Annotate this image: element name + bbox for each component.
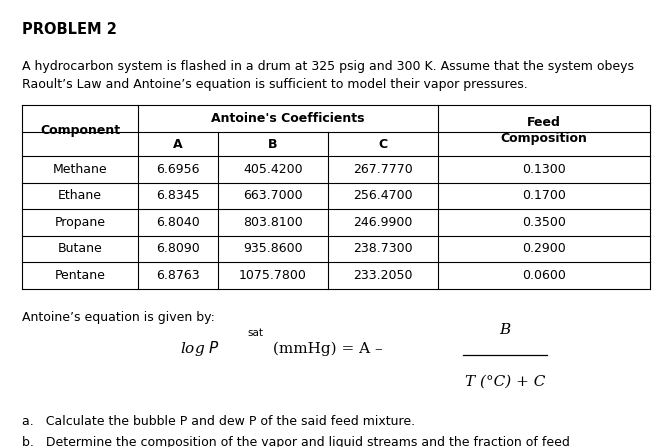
Text: 405.4200: 405.4200	[243, 163, 303, 176]
Text: 6.8345: 6.8345	[156, 189, 200, 202]
Text: 0.1700: 0.1700	[522, 189, 566, 202]
Text: Antoine's Coefficients: Antoine's Coefficients	[211, 112, 365, 125]
Text: Propane: Propane	[54, 216, 105, 229]
Text: 935.8600: 935.8600	[243, 242, 303, 255]
Text: 663.7000: 663.7000	[243, 189, 303, 202]
Text: B: B	[268, 138, 278, 151]
Text: 246.9900: 246.9900	[354, 216, 413, 229]
Text: Feed
Composition: Feed Composition	[501, 116, 587, 145]
Text: Methane: Methane	[53, 163, 107, 176]
Text: a.   Calculate the bubble P and dew P of the said feed mixture.: a. Calculate the bubble P and dew P of t…	[22, 414, 415, 427]
Text: 6.8040: 6.8040	[156, 216, 200, 229]
Text: 233.2050: 233.2050	[353, 269, 413, 282]
Text: 6.6956: 6.6956	[156, 163, 200, 176]
Text: 803.8100: 803.8100	[243, 216, 303, 229]
Text: A: A	[173, 138, 183, 151]
Text: B: B	[499, 322, 511, 337]
Text: 0.0600: 0.0600	[522, 269, 566, 282]
Text: Ethane: Ethane	[58, 189, 102, 202]
Text: 1075.7800: 1075.7800	[239, 269, 307, 282]
Text: log $P$: log $P$	[180, 338, 220, 358]
Text: 6.8763: 6.8763	[156, 269, 200, 282]
Text: Raoult’s Law and Antoine’s equation is sufficient to model their vapor pressures: Raoult’s Law and Antoine’s equation is s…	[22, 78, 528, 91]
Text: C: C	[378, 138, 388, 151]
Text: A hydrocarbon system is flashed in a drum at 325 psig and 300 K. Assume that the: A hydrocarbon system is flashed in a dru…	[22, 60, 634, 73]
Text: Antoine’s equation is given by:: Antoine’s equation is given by:	[22, 311, 215, 324]
Text: 0.3500: 0.3500	[522, 216, 566, 229]
Text: 0.1300: 0.1300	[522, 163, 566, 176]
Text: 6.8090: 6.8090	[156, 242, 200, 255]
Text: Pentane: Pentane	[54, 269, 105, 282]
Text: 238.7300: 238.7300	[353, 242, 413, 255]
Text: PROBLEM 2: PROBLEM 2	[22, 22, 117, 37]
Text: b.   Determine the composition of the vapor and liquid streams and the fraction : b. Determine the composition of the vapo…	[22, 436, 570, 447]
Text: 256.4700: 256.4700	[353, 189, 413, 202]
Text: (mmHg) = A –: (mmHg) = A –	[268, 341, 387, 355]
Text: 0.2900: 0.2900	[522, 242, 566, 255]
Text: 267.7770: 267.7770	[353, 163, 413, 176]
Text: Component: Component	[40, 124, 120, 137]
Text: T (°C) + C: T (°C) + C	[465, 375, 545, 388]
Text: sat: sat	[247, 328, 263, 337]
Text: Butane: Butane	[58, 242, 103, 255]
